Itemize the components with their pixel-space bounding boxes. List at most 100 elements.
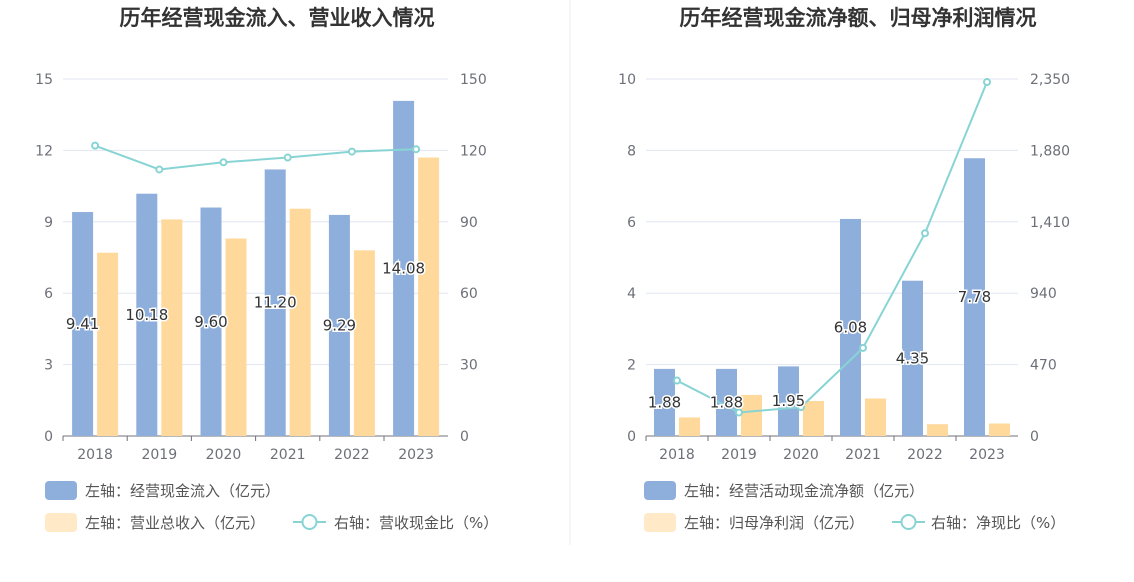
y-right-tick-label: 150 xyxy=(460,72,487,88)
line-point[interactable] xyxy=(859,343,867,352)
y-right-tick-label: 120 xyxy=(460,143,487,159)
y-right-tick-label: 940 xyxy=(1030,286,1057,302)
y-right-tick-label: 1,880 xyxy=(1030,143,1070,159)
line-point[interactable] xyxy=(283,153,292,162)
bar-primary[interactable] xyxy=(654,368,675,436)
y-right-tick-label: 0 xyxy=(460,429,469,445)
line-point[interactable] xyxy=(983,78,991,87)
bar-secondary[interactable] xyxy=(225,238,247,436)
data-label: 9.29 xyxy=(323,316,356,334)
bar-primary[interactable] xyxy=(902,280,923,436)
y-left-tick-label: 3 xyxy=(44,358,53,374)
chart-title: 历年经营现金流净额、归母净利润情况 xyxy=(680,6,1037,30)
legend: 左轴：经营现金流入（亿元） 左轴：营业总收入（亿元） 右轴：营收现金比（%） xyxy=(45,481,498,532)
legend-swatch-marker xyxy=(301,514,318,530)
y-left-tick-label: 9 xyxy=(44,215,53,231)
bar-secondary[interactable] xyxy=(927,424,948,436)
bar-secondary[interactable] xyxy=(741,394,762,436)
y-left-tick-label: 0 xyxy=(44,429,53,445)
bar-primary[interactable] xyxy=(716,368,737,436)
x-tick-label: 2023 xyxy=(398,447,434,463)
bar-primary[interactable] xyxy=(778,366,799,436)
x-tick-label: 2022 xyxy=(334,447,370,463)
legend-item-series-0[interactable]: 左轴：经营现金流入（亿元） xyxy=(45,481,280,500)
chart-panel-netcashflow-profit: 历年经营现金流净额、归母净利润情况 0 2 4 6 8 10 0 470 940 1,410 1,… xyxy=(618,6,1070,532)
line-point[interactable] xyxy=(921,229,929,238)
line-point[interactable] xyxy=(91,141,100,150)
y-right-tick-label: 60 xyxy=(460,286,478,302)
bar-primary[interactable] xyxy=(328,214,350,436)
legend-item-series-1[interactable]: 左轴：营业总收入（亿元） xyxy=(45,513,265,532)
y-right-tick-label: 2,350 xyxy=(1030,72,1070,88)
data-label: 10.18 xyxy=(125,306,168,324)
data-label: 14.08 xyxy=(382,259,425,277)
line-point[interactable] xyxy=(412,145,421,154)
x-tick-label: 2019 xyxy=(141,447,177,463)
legend-label: 右轴：营收现金比（%） xyxy=(334,514,498,532)
y-right-tick-label: 90 xyxy=(460,215,478,231)
legend-swatch-bar-secondary xyxy=(45,513,77,532)
line-point[interactable] xyxy=(347,147,356,156)
x-tick-label: 2019 xyxy=(721,447,757,463)
line-point[interactable] xyxy=(219,158,228,167)
data-label: 1.88 xyxy=(648,393,681,411)
data-label: 6.08 xyxy=(834,318,867,336)
y-left-tick-label: 15 xyxy=(35,72,53,88)
line-point[interactable] xyxy=(735,408,743,417)
bar-secondary[interactable] xyxy=(989,423,1010,436)
bar-primary[interactable] xyxy=(964,158,985,436)
bar-secondary[interactable] xyxy=(803,401,824,436)
legend-swatch-bar-primary xyxy=(644,481,676,500)
bar-secondary[interactable] xyxy=(97,252,119,436)
data-label: 9.60 xyxy=(194,313,227,331)
legend-item-series-0[interactable]: 左轴：经营活动现金流净额（亿元） xyxy=(644,481,924,500)
legend: 左轴：经营活动现金流净额（亿元） 左轴：归母净利润（亿元） 右轴：净现比（%） xyxy=(644,481,1065,532)
y-left-tick-label: 2 xyxy=(627,358,636,374)
x-tick-label: 2018 xyxy=(659,447,695,463)
y-left-tick-label: 12 xyxy=(35,143,53,159)
y-right-tick-label: 470 xyxy=(1030,358,1057,374)
bar-secondary[interactable] xyxy=(418,157,440,437)
bar-primary[interactable] xyxy=(393,100,415,437)
line-point[interactable] xyxy=(797,403,805,412)
y-left-tick-label: 6 xyxy=(44,286,53,302)
bar-primary[interactable] xyxy=(136,193,158,436)
bar-primary[interactable] xyxy=(264,169,286,436)
x-tick-label: 2020 xyxy=(206,447,242,463)
x-tick-label: 2021 xyxy=(845,447,881,463)
bar-secondary[interactable] xyxy=(289,208,311,436)
y-left-tick-label: 8 xyxy=(627,143,636,159)
line-point[interactable] xyxy=(673,376,681,385)
bar-secondary[interactable] xyxy=(161,219,183,436)
data-label: 1.88 xyxy=(710,393,743,411)
line-series[interactable] xyxy=(94,144,417,171)
legend-item-series-1[interactable]: 左轴：归母净利润（亿元） xyxy=(644,513,864,532)
bar-primary[interactable] xyxy=(200,207,222,436)
y-right-tick-label: 1,410 xyxy=(1030,215,1070,231)
y-right-tick-label: 0 xyxy=(1030,429,1039,445)
legend-label: 左轴：归母净利润（亿元） xyxy=(684,514,864,532)
legend-swatch-bar-primary xyxy=(45,481,77,500)
y-left-tick-label: 0 xyxy=(627,429,636,445)
bar-primary[interactable] xyxy=(840,218,861,436)
bar-secondary[interactable] xyxy=(353,250,375,436)
x-tick-label: 2021 xyxy=(270,447,306,463)
y-left-tick-label: 10 xyxy=(618,72,636,88)
legend-label: 左轴：经营现金流入（亿元） xyxy=(85,482,280,500)
chart-title: 历年经营现金流入、营业收入情况 xyxy=(120,6,435,30)
data-label: 4.35 xyxy=(896,349,929,367)
line-point[interactable] xyxy=(155,165,164,174)
line-series[interactable] xyxy=(676,81,988,414)
data-label: 7.78 xyxy=(958,288,991,306)
bar-secondary[interactable] xyxy=(865,398,886,436)
bar-secondary[interactable] xyxy=(679,417,700,436)
x-tick-label: 2018 xyxy=(77,447,113,463)
bar-primary[interactable] xyxy=(72,212,94,436)
chart-panel-cashflow-revenue: 历年经营现金流入、营业收入情况 0 3 6 9 12 15 0 30 60 90 120 150 2… xyxy=(35,6,498,532)
legend-label: 左轴：经营活动现金流净额（亿元） xyxy=(684,482,924,500)
data-label: 9.41 xyxy=(66,315,99,333)
legend-item-series-2[interactable]: 右轴：营收现金比（%） xyxy=(293,514,498,532)
legend-item-series-2[interactable]: 右轴：净现比（%） xyxy=(892,514,1065,532)
